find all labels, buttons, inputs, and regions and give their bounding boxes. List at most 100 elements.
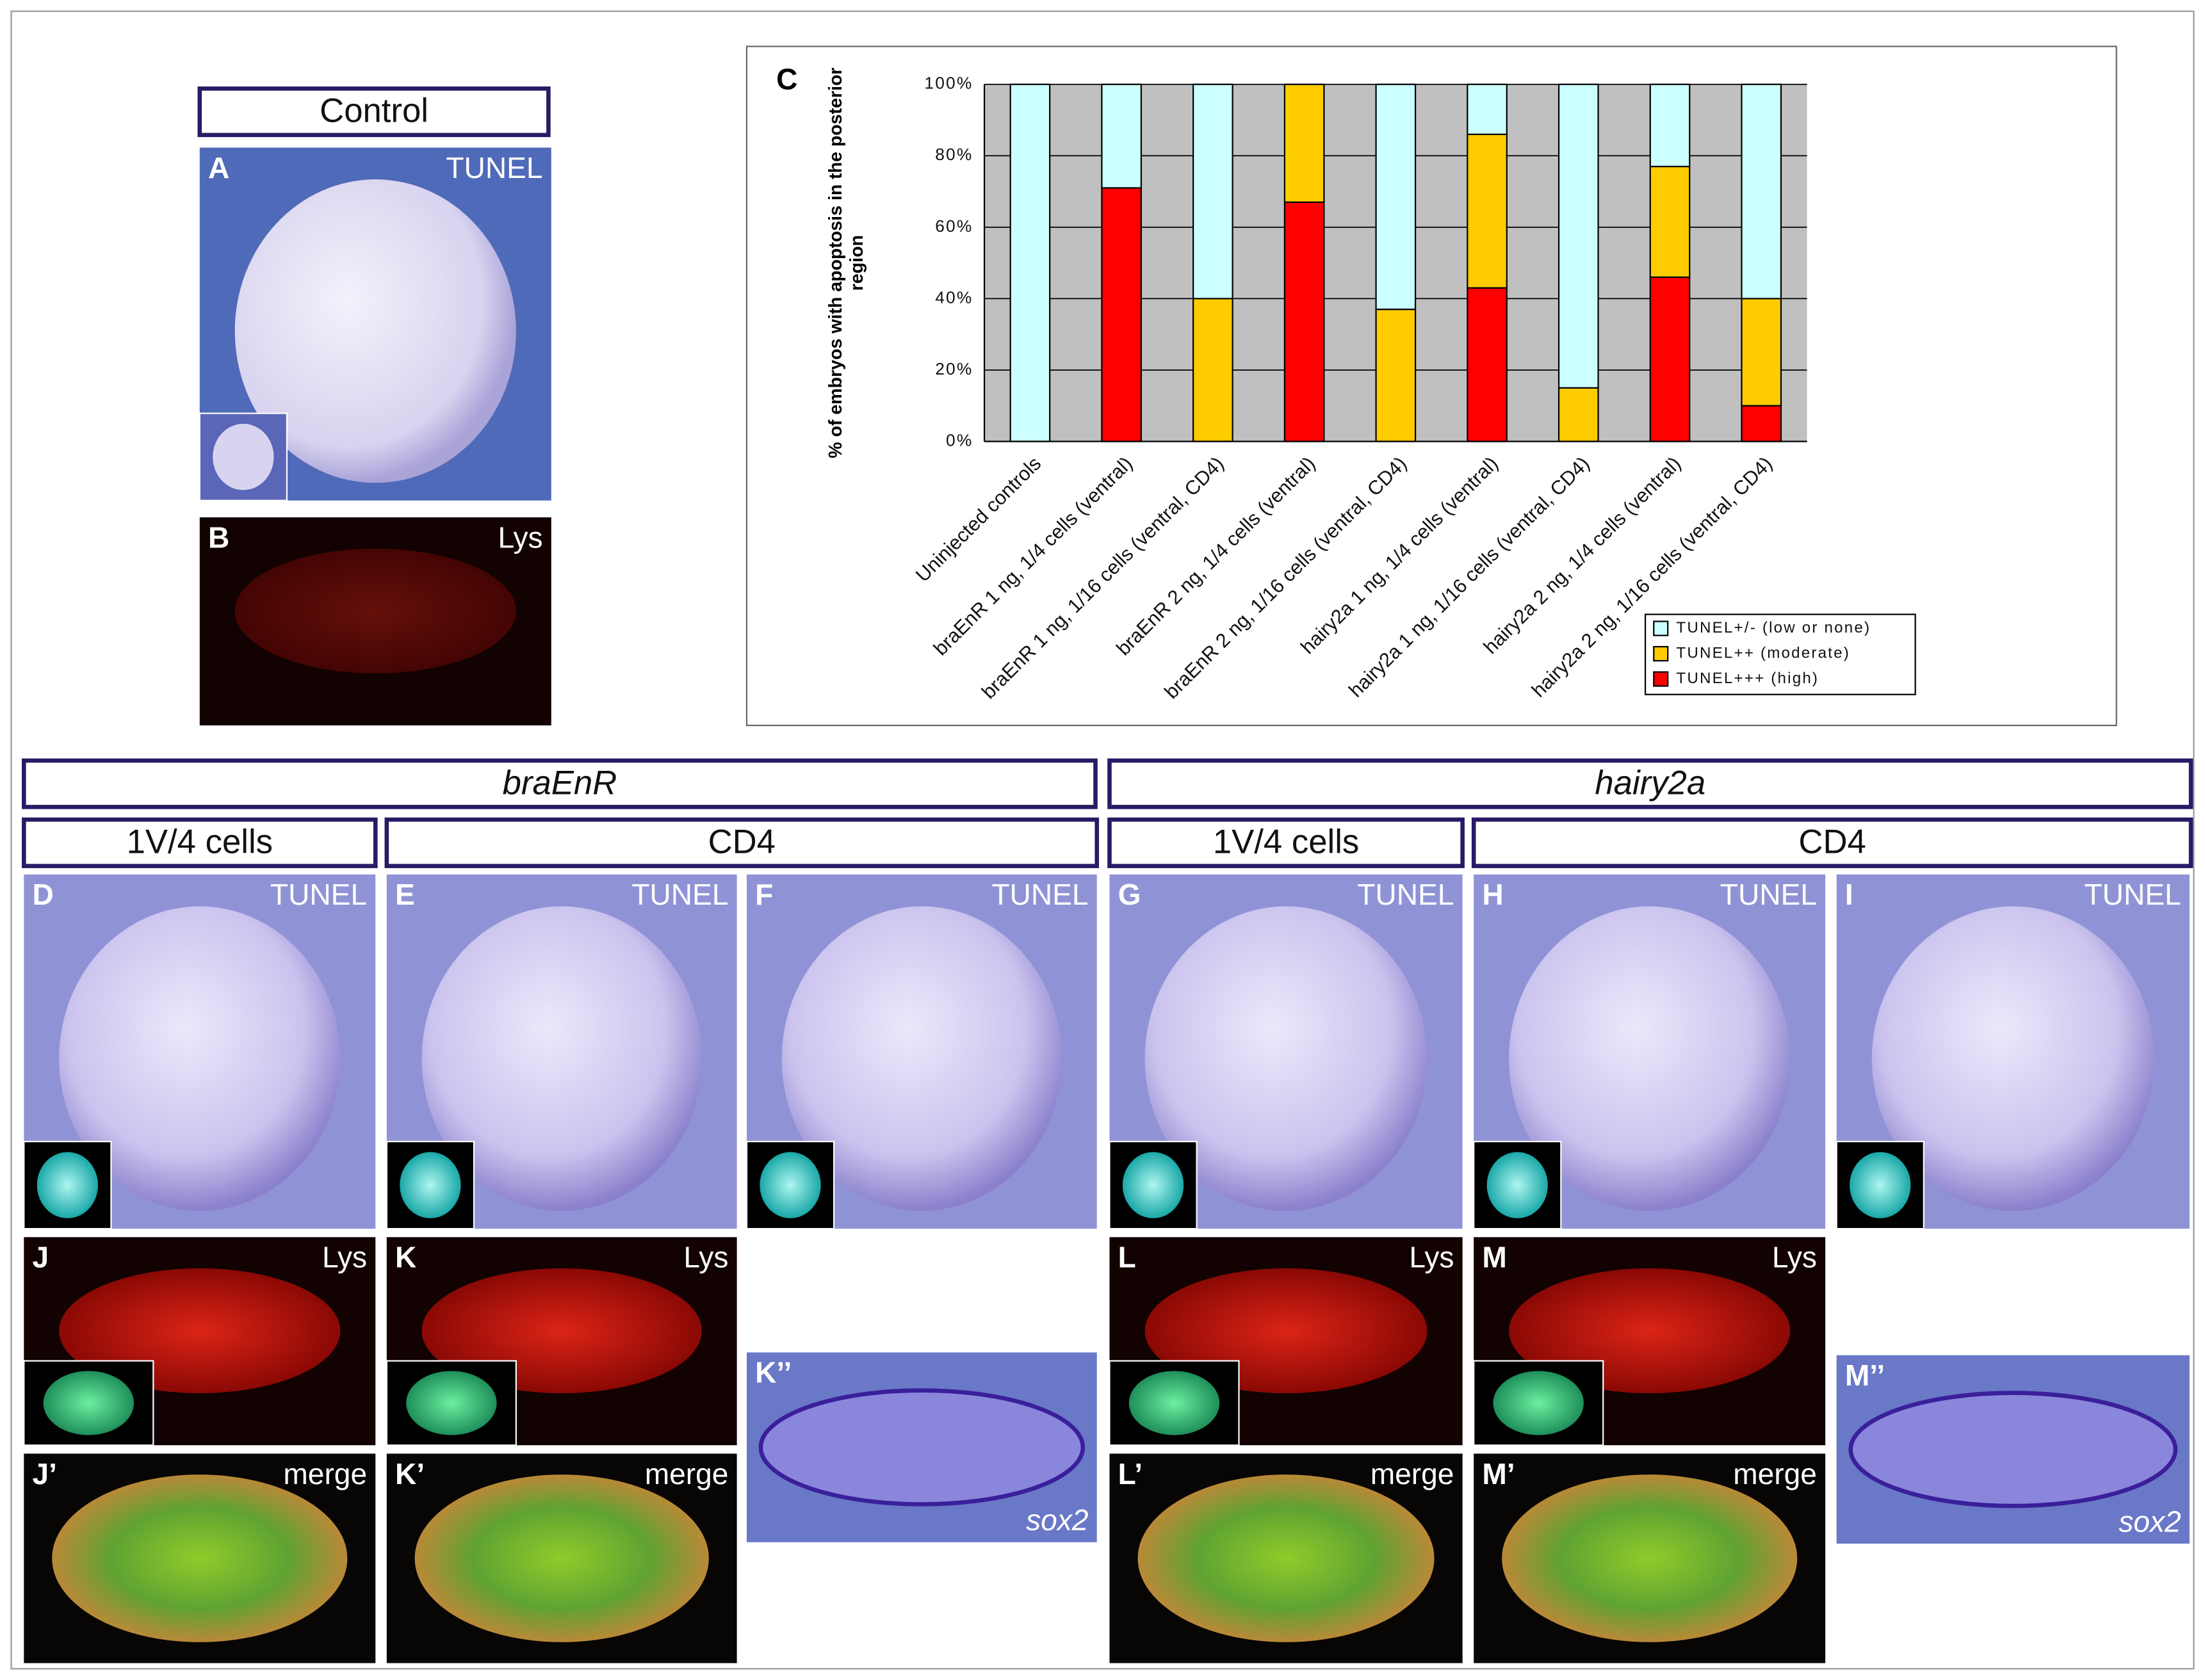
embryo — [1871, 906, 2154, 1211]
panel-label: H — [1482, 878, 1503, 911]
bar-segment — [1375, 83, 1417, 311]
embryo — [414, 1474, 709, 1642]
header-box — [22, 817, 378, 868]
header-text: 1V/4 cells — [127, 823, 273, 861]
header-box — [1471, 817, 2193, 868]
y-tick-label: 20% — [935, 359, 973, 378]
embryo — [1848, 1391, 2178, 1508]
inset-embryo — [400, 1152, 461, 1218]
embryo — [234, 548, 516, 674]
inset-embryo — [1850, 1152, 1911, 1218]
bar-segment — [1283, 83, 1325, 203]
inset-embryo — [43, 1371, 134, 1435]
embryo — [758, 1388, 1086, 1506]
legend-swatch — [1653, 671, 1669, 687]
panel-label: C — [776, 63, 797, 96]
legend-swatch — [1653, 645, 1669, 662]
bar-segment — [1649, 165, 1691, 279]
panel-tag: merge — [645, 1457, 729, 1490]
panel-tag: sox2 — [2119, 1505, 2181, 1538]
y-tick-label: 40% — [935, 287, 973, 307]
header-text: 1V/4 cells — [1213, 823, 1359, 861]
y-tick-label: 60% — [935, 216, 973, 236]
embryo — [781, 906, 1062, 1211]
legend-swatch — [1653, 620, 1669, 636]
panel-tag: TUNEL — [991, 878, 1088, 911]
legend-label: TUNEL+++ (high) — [1676, 670, 1819, 687]
bar-segment — [1101, 83, 1142, 189]
panel-tag: TUNEL — [446, 151, 542, 184]
bar-segment — [1283, 201, 1325, 442]
panel-label: D — [33, 878, 54, 911]
panel-label: G — [1118, 878, 1141, 911]
bar-segment — [1375, 309, 1417, 442]
panel-tag: Lys — [1772, 1241, 1817, 1274]
y-tick-label: 0% — [946, 430, 973, 449]
legend-label: TUNEL++ (moderate) — [1676, 644, 1850, 661]
panel-tag: Lys — [322, 1241, 367, 1274]
inset-embryo — [1486, 1152, 1548, 1218]
legend-box — [1644, 613, 1916, 695]
panel-label: L’ — [1118, 1457, 1143, 1490]
panel-label: K’’ — [755, 1356, 792, 1389]
panel-label: J’ — [33, 1457, 57, 1490]
bar-segment — [1192, 83, 1233, 300]
header-text: hairy2a — [1595, 764, 1705, 802]
bar-segment — [1009, 83, 1051, 442]
embryo — [421, 906, 702, 1211]
panel-label: L — [1118, 1241, 1136, 1274]
bar-segment — [1741, 298, 1782, 407]
panel-label: B — [208, 521, 229, 554]
panel-tag: TUNEL — [1357, 878, 1454, 911]
panel-tag: TUNEL — [270, 878, 367, 911]
panel-tag: sox2 — [1026, 1503, 1088, 1537]
bar-segment — [1467, 133, 1508, 289]
embryo — [1137, 1474, 1435, 1642]
y-tick-label: 80% — [935, 145, 973, 164]
panel-label: F — [755, 878, 773, 911]
embryo — [1509, 906, 1791, 1211]
inset-embryo — [1122, 1152, 1184, 1218]
y-axis-label: % of embryos with apoptosis in the poste… — [826, 67, 846, 458]
embryo — [1502, 1474, 1798, 1642]
header-box — [1107, 817, 1465, 868]
header-box — [384, 817, 1100, 868]
panel-tag: TUNEL — [2084, 878, 2181, 911]
bar-segment — [1192, 298, 1233, 442]
panel-tag: Lys — [1409, 1241, 1454, 1274]
y-tick-label: 100% — [924, 74, 973, 93]
panel-label: I — [1845, 878, 1853, 911]
inset-embryo — [1493, 1371, 1584, 1435]
panels: A TUNEL B Lys D TUNEL E TUNEL F TUNEL G TUNEL H TUNEL… — [23, 147, 2190, 1663]
panel-label: K — [395, 1241, 416, 1274]
bar-segment — [1101, 187, 1142, 442]
y-axis-label: region — [847, 235, 867, 291]
bar-segment — [1741, 83, 1782, 300]
panel-label: J — [33, 1241, 49, 1274]
panel-label: M’ — [1482, 1457, 1515, 1490]
panel-label: M — [1482, 1241, 1506, 1274]
inset-embryo — [760, 1152, 821, 1218]
panel-tag: TUNEL — [1720, 878, 1817, 911]
header-text: CD4 — [708, 823, 776, 861]
inset-embryo — [1128, 1371, 1220, 1435]
bar-segment — [1741, 405, 1782, 442]
bar-segment — [1467, 83, 1508, 135]
header-text: braEnR — [503, 764, 617, 802]
panel-tag: Lys — [498, 521, 543, 554]
bar-segment — [1558, 387, 1599, 442]
panel-tag: merge — [1371, 1457, 1454, 1490]
inset-embryo — [406, 1371, 497, 1435]
embryo — [234, 179, 516, 483]
embryo — [52, 1474, 348, 1642]
embryo — [59, 906, 341, 1211]
embryo — [1144, 906, 1428, 1211]
panel-label: K’ — [395, 1457, 425, 1490]
panel-label: A — [208, 151, 229, 184]
bar-segment — [1649, 276, 1691, 442]
panel-tag: merge — [283, 1457, 367, 1490]
header-box — [1107, 758, 2193, 809]
inset-embryo — [213, 423, 274, 490]
bar-segment — [1558, 83, 1599, 389]
